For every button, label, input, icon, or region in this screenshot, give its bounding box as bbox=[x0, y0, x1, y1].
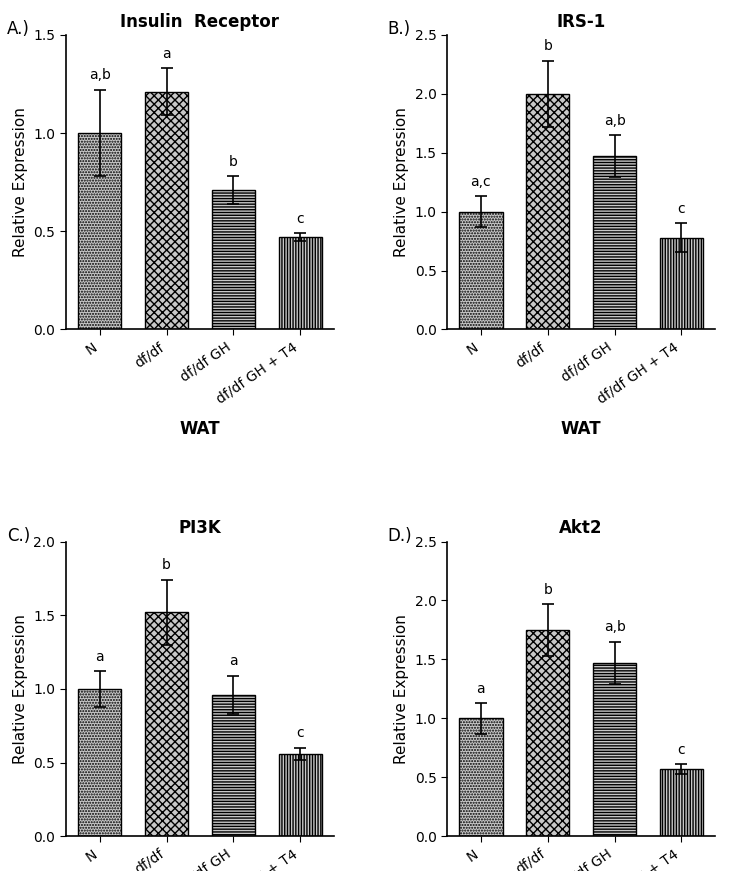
Bar bbox=[660, 769, 703, 836]
X-axis label: WAT: WAT bbox=[180, 420, 220, 438]
Text: a: a bbox=[229, 654, 238, 668]
Text: c: c bbox=[296, 726, 304, 740]
Text: C.): C.) bbox=[7, 527, 30, 545]
Bar bbox=[526, 630, 569, 836]
Bar bbox=[78, 689, 121, 836]
Text: c: c bbox=[296, 212, 304, 226]
Title: Insulin  Receptor: Insulin Receptor bbox=[120, 12, 280, 30]
Y-axis label: Relative Expression: Relative Expression bbox=[394, 107, 409, 257]
Text: B.): B.) bbox=[388, 20, 411, 38]
Bar bbox=[660, 238, 703, 329]
Title: PI3K: PI3K bbox=[179, 519, 221, 537]
Title: Akt2: Akt2 bbox=[559, 519, 603, 537]
Bar bbox=[212, 695, 255, 836]
Y-axis label: Relative Expression: Relative Expression bbox=[12, 614, 28, 764]
Bar bbox=[459, 212, 502, 329]
Text: c: c bbox=[677, 202, 685, 216]
Text: b: b bbox=[543, 39, 552, 53]
Y-axis label: Relative Expression: Relative Expression bbox=[394, 614, 409, 764]
Bar bbox=[593, 663, 637, 836]
Text: A.): A.) bbox=[7, 20, 29, 38]
Text: a,b: a,b bbox=[604, 620, 626, 634]
Text: a: a bbox=[162, 47, 171, 61]
Bar bbox=[526, 94, 569, 329]
Bar bbox=[212, 190, 255, 329]
Bar bbox=[145, 612, 188, 836]
Bar bbox=[593, 156, 637, 329]
Title: IRS-1: IRS-1 bbox=[556, 12, 606, 30]
Text: c: c bbox=[677, 743, 685, 757]
Bar bbox=[459, 719, 502, 836]
Text: b: b bbox=[543, 583, 552, 597]
Text: a,c: a,c bbox=[471, 175, 491, 189]
Text: D.): D.) bbox=[388, 527, 412, 545]
Bar bbox=[78, 133, 121, 329]
Text: a,b: a,b bbox=[89, 69, 110, 83]
Text: b: b bbox=[162, 558, 171, 572]
Bar bbox=[145, 91, 188, 329]
Y-axis label: Relative Expression: Relative Expression bbox=[12, 107, 28, 257]
X-axis label: WAT: WAT bbox=[561, 420, 602, 438]
Text: b: b bbox=[229, 155, 238, 169]
Text: a,b: a,b bbox=[604, 113, 626, 128]
Text: a: a bbox=[96, 650, 104, 664]
Bar bbox=[279, 753, 322, 836]
Bar bbox=[279, 237, 322, 329]
Text: a: a bbox=[477, 682, 485, 696]
